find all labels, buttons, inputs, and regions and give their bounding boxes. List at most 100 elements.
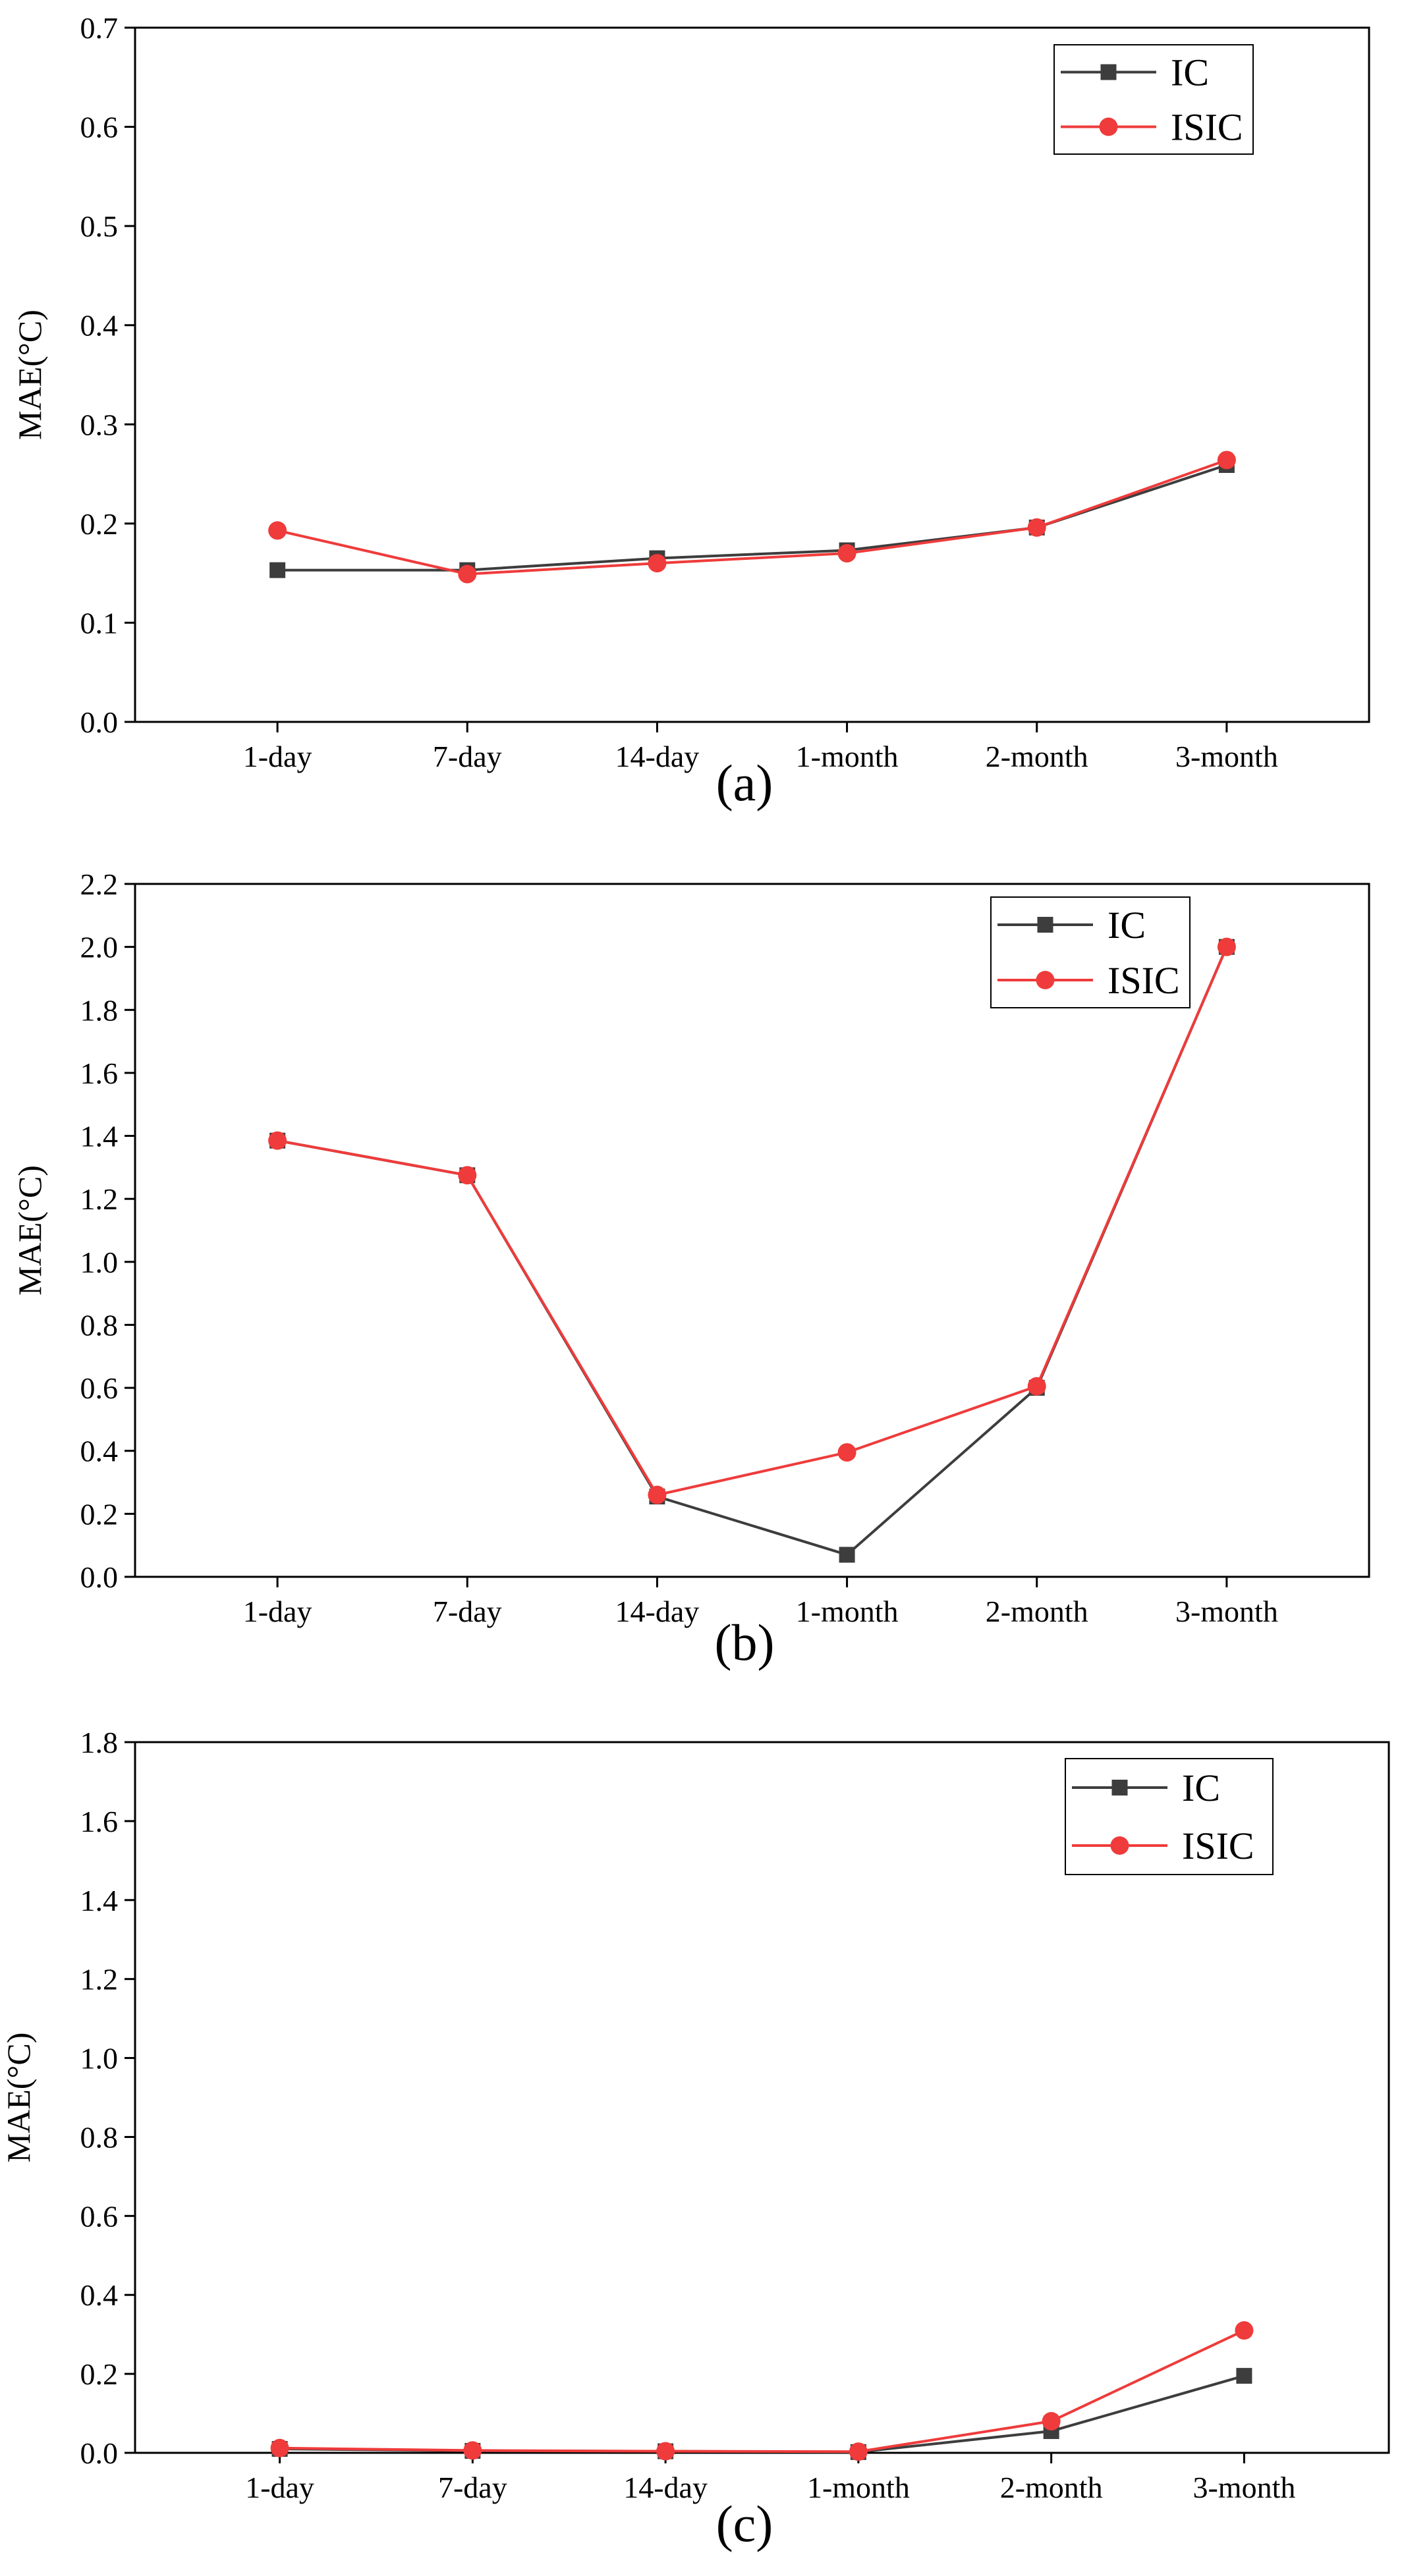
x-tick-label: 1-day [245,2471,314,2504]
data-point-isic [1235,2321,1254,2340]
series-line-ic [277,464,1227,572]
data-point-isic [268,521,287,540]
y-tick-label: 2.0 [80,931,119,964]
y-tick-label: 0.4 [80,1435,119,1468]
legend-marker-ic [1037,917,1053,933]
x-tick-label: 1-day [243,740,312,773]
y-tick-label: 2.2 [80,867,119,901]
x-tick-label: 1-month [796,740,899,773]
y-tick-label: 1.2 [80,1963,119,1996]
y-axis-label: MAE(°C) [11,310,48,440]
y-tick-label: 1.2 [80,1182,119,1216]
y-tick-label: 0.7 [80,11,119,45]
y-tick-label: 1.8 [80,1726,119,1759]
data-point-isic [656,2442,675,2461]
x-tick-label: 14-day [615,1595,700,1628]
y-tick-label: 0.3 [80,408,119,441]
x-tick-label: 7-day [438,2471,507,2504]
y-tick-label: 0.6 [80,2199,119,2233]
data-point-ic [1236,2368,1252,2384]
y-tick-label: 0.4 [80,309,119,343]
y-tick-label: 0.0 [80,1560,119,1594]
legend: IC ISIC [1053,44,1254,155]
legend-marker-isic [1110,1836,1129,1855]
legend-label-ic: IC [1182,1767,1220,1809]
legend-frame [1053,44,1254,155]
panel-label: (b) [715,1614,775,1671]
data-point-isic [849,2442,868,2461]
legend: IC ISIC [1065,1758,1274,1875]
y-tick-label: 1.0 [80,2042,119,2075]
y-tick-label: 0.2 [80,507,119,541]
y-tick-label: 1.4 [80,1884,119,1917]
legend-label-isic: ISIC [1108,959,1180,1002]
data-point-ic [839,1547,855,1563]
data-point-isic [837,1443,856,1462]
legend-marker-isic [1099,117,1118,136]
y-tick-label: 0.4 [80,2278,119,2312]
plot-frame [134,26,1370,723]
series-line-ic [277,946,1228,1556]
legend-marker-isic [1036,971,1055,989]
x-tick-label: 1-day [243,1595,312,1628]
series-line-isic [277,946,1228,1496]
y-axis-label: MAE(°C) [0,2033,37,2163]
y-tick-label: 1.4 [80,1120,119,1153]
x-tick-label: 1-month [796,1595,899,1628]
data-point-isic [268,1131,287,1150]
y-tick-label: 0.8 [80,1308,119,1342]
y-tick-label: 0.0 [80,705,119,739]
x-tick-label: 14-day [623,2471,708,2504]
y-tick-label: 1.8 [80,993,119,1027]
data-point-isic [463,2441,482,2460]
y-tick-label: 0.2 [80,1497,119,1531]
chart-panel-1: 0.0 0.1 0.2 0.3 0.4 0.5 0.6 0.7 1-day 7-day 14-day… [11,11,1370,811]
plot-frame [134,883,1370,1578]
x-tick-label: 2-month [986,740,1088,773]
data-point-isic [1027,518,1046,537]
x-tick-label: 3-month [1192,2471,1295,2504]
y-tick-label: 0.0 [80,2436,119,2470]
legend-label-isic: ISIC [1182,1824,1254,1867]
x-tick-label: 2-month [986,1595,1088,1628]
x-tick-label: 1-month [807,2471,910,2504]
chart-panel-3: 0.0 0.2 0.4 0.6 0.8 1.0 1.2 1.4 1.6 1.8 1-day 7-day… [0,1726,1390,2552]
x-tick-label: 2-month [1000,2471,1103,2504]
legend-marker-ic [1111,1780,1128,1795]
data-point-ic [269,562,286,578]
x-tick-label: 3-month [1175,1595,1278,1628]
data-point-isic [270,2438,289,2457]
x-tick-label: 7-day [433,740,502,773]
legend-label-ic: IC [1171,51,1209,94]
data-point-isic [648,1485,667,1504]
x-tick-label: 3-month [1175,740,1278,773]
y-tick-label: 1.6 [80,1805,119,1838]
x-tick-label: 14-day [615,740,700,773]
legend-label-isic: ISIC [1171,106,1243,149]
panel-label: (a) [716,754,773,811]
y-tick-label: 0.1 [80,606,119,640]
data-point-isic [1042,2412,1061,2431]
legend-label-ic: IC [1108,904,1146,946]
series-line-ic [279,2374,1245,2453]
chart-panel-2: 0.0 0.2 0.4 0.6 0.8 1.0 1.2 1.4 1.6 1.8 2.0 2.2 1-da… [11,867,1370,1671]
legend-marker-ic [1100,64,1117,80]
data-point-isic [1217,937,1236,956]
data-point-isic [1027,1377,1046,1396]
legend-frame [990,896,1191,1008]
panel-label: (c) [716,2495,773,2552]
y-tick-label: 1.0 [80,1246,119,1279]
data-point-isic [837,544,856,563]
series-line-isic [279,2329,1245,2453]
y-tick-label: 0.2 [80,2357,119,2391]
x-tick-label: 7-day [433,1595,502,1628]
y-tick-label: 0.5 [80,209,119,243]
data-point-isic [648,554,667,573]
y-tick-label: 0.6 [80,111,119,144]
y-axis-label: MAE(°C) [11,1165,48,1296]
series-line-isic [277,458,1227,576]
data-point-isic [458,564,477,584]
y-tick-label: 1.6 [80,1056,119,1090]
data-point-isic [458,1166,477,1185]
